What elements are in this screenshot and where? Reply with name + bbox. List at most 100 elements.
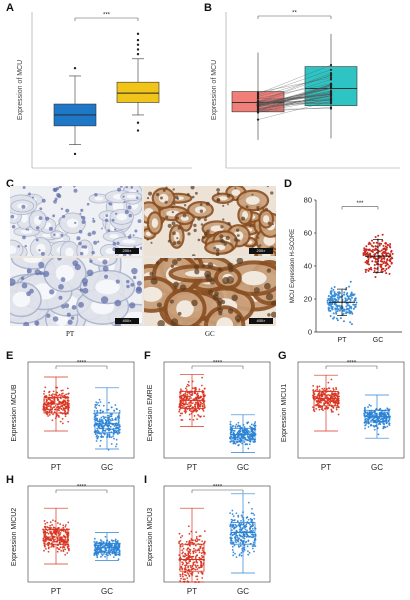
jitter-point-gc bbox=[110, 415, 112, 417]
jitter-point-pt bbox=[198, 566, 201, 569]
gland-lumen bbox=[241, 271, 267, 286]
nucleus bbox=[220, 225, 224, 229]
jitter-point-gc bbox=[386, 411, 388, 414]
jitter-point-pt bbox=[182, 547, 185, 550]
jitter-point-gc bbox=[100, 416, 103, 419]
jitter-point-gc bbox=[377, 433, 380, 436]
jitter-point-gc bbox=[102, 435, 105, 438]
jitter-point-gc bbox=[243, 548, 246, 551]
jitter-point-gc bbox=[250, 518, 253, 521]
nucleus bbox=[120, 186, 123, 188]
jitter-point-gc bbox=[108, 548, 110, 551]
jitter-point-gc bbox=[253, 550, 255, 553]
paired-line bbox=[257, 108, 332, 110]
scatter-point-pt bbox=[349, 305, 352, 308]
scatter-point-pt bbox=[335, 317, 338, 320]
jitter-point-pt bbox=[321, 399, 323, 402]
jitter-point-pt bbox=[196, 393, 199, 396]
jitter-point-pt bbox=[51, 408, 54, 411]
jitter-point-gc bbox=[373, 428, 376, 431]
jitter-point-gc bbox=[230, 520, 233, 523]
jitter-point-pt bbox=[59, 523, 62, 526]
jitter-point-pt bbox=[329, 400, 332, 403]
jitter-point-pt bbox=[185, 406, 188, 408]
scatter-point-pt bbox=[347, 311, 350, 314]
jitter-point-pt bbox=[190, 566, 192, 569]
paired-point-pt bbox=[256, 91, 260, 94]
chart-panel-b: Expression of MCU ** bbox=[206, 8, 406, 176]
jitter-point-gc bbox=[385, 417, 388, 420]
jitter-point-gc bbox=[116, 433, 119, 435]
jitter-point-gc bbox=[231, 425, 234, 428]
scatter-point-pt bbox=[339, 317, 342, 320]
jitter-point-gc bbox=[253, 422, 256, 425]
jitter-point-gc bbox=[114, 538, 117, 541]
jitter-point-gc bbox=[233, 440, 236, 443]
scatter-point-gc bbox=[374, 245, 377, 248]
scatter-point-gc bbox=[367, 256, 370, 259]
jitter-point-pt bbox=[182, 394, 185, 397]
jitter-point-gc bbox=[102, 404, 105, 407]
jitter-point-gc bbox=[235, 532, 238, 535]
jitter-point-pt bbox=[317, 400, 320, 403]
jitter-point-pt bbox=[201, 577, 204, 579]
jitter-point-pt bbox=[57, 415, 60, 417]
jitter-point-gc bbox=[229, 424, 232, 426]
jitter-point-pt bbox=[186, 571, 189, 574]
jitter-point-gc bbox=[117, 558, 120, 561]
scatter-point-gc bbox=[385, 272, 388, 275]
jitter-point-gc bbox=[118, 552, 121, 555]
jitter-point-gc bbox=[232, 515, 235, 518]
nucleus bbox=[265, 293, 274, 301]
scatter-point-pt bbox=[352, 307, 355, 310]
jitter-point-gc bbox=[243, 426, 246, 428]
x-tick-label: PT bbox=[321, 463, 331, 472]
jitter-point-pt bbox=[321, 387, 324, 390]
jitter-point-gc bbox=[115, 543, 118, 546]
jitter-point-pt bbox=[200, 384, 203, 387]
jitter-point-gc bbox=[253, 425, 256, 428]
jitter-point-gc bbox=[372, 424, 375, 427]
nucleus bbox=[257, 236, 260, 239]
nucleus bbox=[216, 191, 220, 195]
nucleus bbox=[128, 213, 132, 218]
nucleus bbox=[171, 210, 174, 214]
nucleus bbox=[241, 216, 246, 221]
jitter-point-gc bbox=[96, 556, 99, 559]
jitter-point-gc bbox=[235, 423, 238, 426]
jitter-point-gc bbox=[254, 545, 257, 548]
jitter-point-pt bbox=[181, 561, 183, 563]
jitter-point-gc bbox=[108, 435, 111, 437]
jitter-point-gc bbox=[112, 539, 115, 542]
scatter-point-pt bbox=[338, 295, 341, 298]
nucleus bbox=[111, 218, 115, 222]
nucleus bbox=[155, 261, 160, 265]
gland-lumen bbox=[216, 317, 234, 326]
nucleus bbox=[91, 250, 95, 255]
jitter-point-gc bbox=[375, 413, 378, 415]
nucleus bbox=[35, 226, 40, 230]
jitter-point-pt bbox=[200, 561, 202, 564]
gland-lumen bbox=[126, 194, 137, 199]
jitter-point-gc bbox=[235, 541, 238, 544]
jitter-point-gc bbox=[99, 445, 102, 447]
nucleus bbox=[218, 311, 223, 316]
micrograph-gc-200-image bbox=[144, 186, 276, 256]
paired-point-gc bbox=[329, 76, 333, 79]
jitter-point-gc bbox=[240, 514, 243, 517]
jitter-point-gc bbox=[234, 523, 237, 526]
jitter-point-pt bbox=[203, 541, 206, 544]
jitter-point-pt bbox=[187, 562, 190, 564]
jitter-point-pt bbox=[197, 548, 200, 551]
jitter-point-gc bbox=[251, 530, 254, 533]
scatter-point-gc bbox=[373, 264, 376, 267]
nucleus bbox=[234, 187, 237, 190]
nucleus bbox=[249, 224, 252, 228]
paired-point-gc bbox=[329, 89, 333, 93]
jitter-point-pt bbox=[50, 534, 53, 536]
paired-point-gc bbox=[329, 95, 333, 98]
outlier-point bbox=[136, 52, 140, 56]
jitter-point-gc bbox=[112, 548, 115, 551]
scatter-point-pt bbox=[354, 297, 357, 300]
scatter-point-pt bbox=[333, 295, 336, 298]
